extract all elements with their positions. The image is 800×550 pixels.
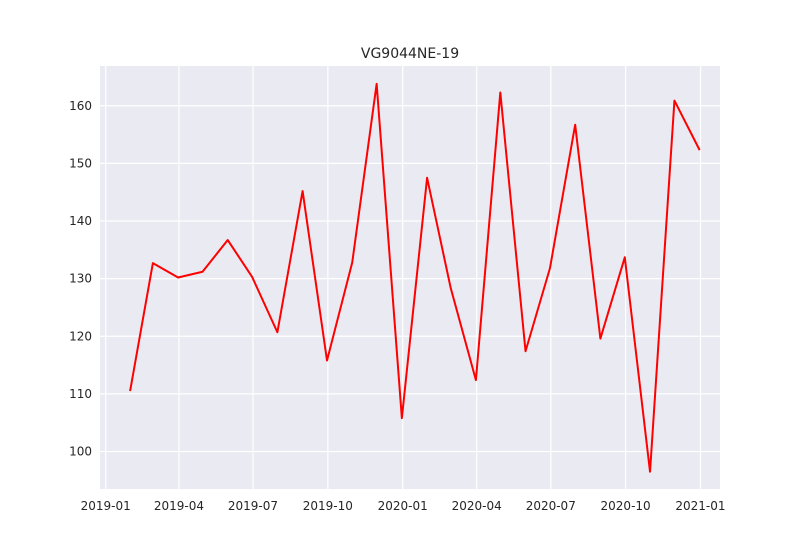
y-tick-label: 150 (69, 156, 92, 170)
x-tick-label: 2020-10 (601, 499, 651, 513)
x-tick-label: 2019-07 (228, 499, 278, 513)
x-tick-label: 2021-01 (675, 499, 725, 513)
x-tick-label: 2020-04 (452, 499, 502, 513)
grid-lines (100, 66, 720, 489)
x-tick-label: 2019-04 (154, 499, 204, 513)
chart-title: VG9044NE-19 (361, 46, 459, 62)
y-tick-label: 120 (69, 329, 92, 343)
plot-background (100, 66, 720, 489)
x-tick-labels: 2019-01 2019-04 2019-07 2019-10 2020-01 2020-… (81, 499, 726, 513)
y-tick-label: 130 (69, 272, 92, 286)
y-tick-label: 110 (69, 387, 92, 401)
x-tick-label: 2019-01 (81, 499, 131, 513)
x-tick-label: 2020-01 (378, 499, 428, 513)
series-line (129, 82, 701, 473)
y-tick-labels: 100 110 120 130 140 150 160 (69, 99, 92, 459)
x-tick-label: 2020-07 (526, 499, 576, 513)
y-tick-label: 140 (69, 214, 92, 228)
y-tick-label: 160 (69, 99, 92, 113)
x-tick-label: 2019-10 (303, 499, 353, 513)
y-tick-label: 100 (69, 445, 92, 459)
series-layer (129, 82, 701, 473)
